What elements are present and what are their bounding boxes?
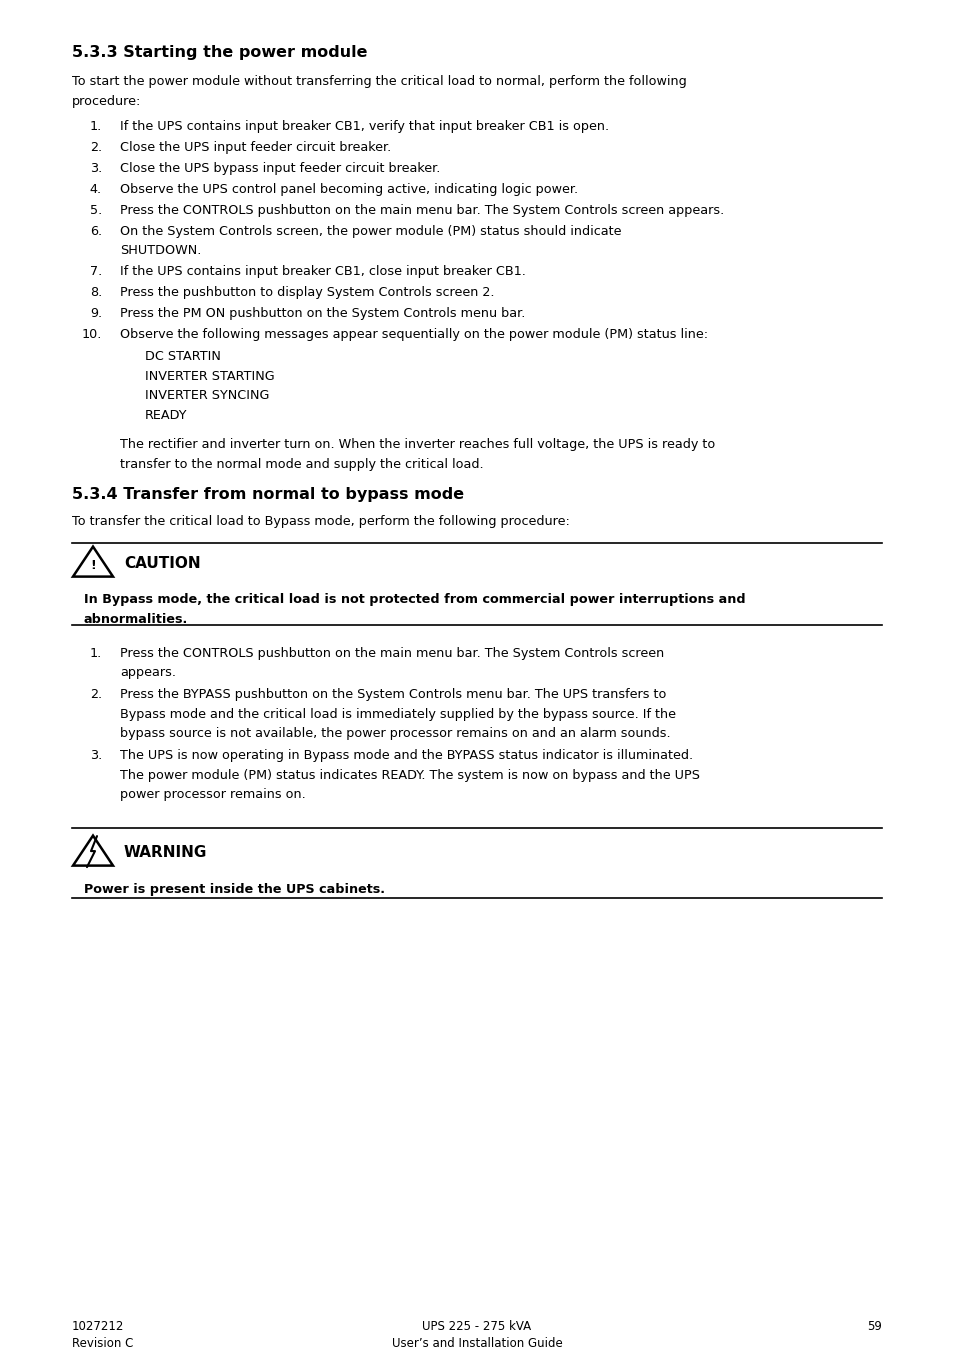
Text: Bypass mode and the critical load is immediately supplied by the bypass source. : Bypass mode and the critical load is imm…	[120, 707, 676, 721]
Text: CAUTION: CAUTION	[124, 556, 200, 571]
Text: Press the PM ON pushbutton on the System Controls menu bar.: Press the PM ON pushbutton on the System…	[120, 308, 525, 320]
Text: 2.: 2.	[90, 688, 102, 701]
Text: Press the BYPASS pushbutton on the System Controls menu bar. The UPS transfers t: Press the BYPASS pushbutton on the Syste…	[120, 688, 666, 701]
Text: On the System Controls screen, the power module (PM) status should indicate: On the System Controls screen, the power…	[120, 225, 620, 238]
Text: appears.: appears.	[120, 666, 175, 679]
Text: To transfer the critical load to Bypass mode, perform the following procedure:: To transfer the critical load to Bypass …	[71, 516, 569, 528]
Text: bypass source is not available, the power processor remains on and an alarm soun: bypass source is not available, the powe…	[120, 728, 670, 740]
Text: 6.: 6.	[90, 225, 102, 238]
Text: 9.: 9.	[90, 308, 102, 320]
Text: The rectifier and inverter turn on. When the inverter reaches full voltage, the : The rectifier and inverter turn on. When…	[120, 439, 715, 451]
Text: 8.: 8.	[90, 286, 102, 300]
Text: Press the pushbutton to display System Controls screen 2.: Press the pushbutton to display System C…	[120, 286, 494, 300]
Text: 1.: 1.	[90, 647, 102, 660]
Text: procedure:: procedure:	[71, 95, 141, 108]
Text: Revision C: Revision C	[71, 1336, 133, 1350]
Text: 3.: 3.	[90, 749, 102, 763]
Text: Observe the UPS control panel becoming active, indicating logic power.: Observe the UPS control panel becoming a…	[120, 182, 578, 196]
Text: transfer to the normal mode and supply the critical load.: transfer to the normal mode and supply t…	[120, 458, 483, 471]
Text: Press the CONTROLS pushbutton on the main menu bar. The System Controls screen a: Press the CONTROLS pushbutton on the mai…	[120, 204, 723, 217]
Text: 4.: 4.	[90, 182, 102, 196]
Text: 1.: 1.	[90, 120, 102, 132]
Text: 3.: 3.	[90, 162, 102, 176]
Text: 5.: 5.	[90, 204, 102, 217]
Text: SHUTDOWN.: SHUTDOWN.	[120, 244, 201, 258]
Text: 2.: 2.	[90, 140, 102, 154]
Text: Close the UPS input feeder circuit breaker.: Close the UPS input feeder circuit break…	[120, 140, 391, 154]
Text: WARNING: WARNING	[124, 845, 207, 860]
Text: If the UPS contains input breaker CB1, verify that input breaker CB1 is open.: If the UPS contains input breaker CB1, v…	[120, 120, 608, 132]
Text: To start the power module without transferring the critical load to normal, perf: To start the power module without transf…	[71, 76, 686, 88]
Text: DC STARTIN: DC STARTIN	[145, 351, 221, 363]
Text: 5.3.4 Transfer from normal to bypass mode: 5.3.4 Transfer from normal to bypass mod…	[71, 487, 464, 502]
Text: Close the UPS bypass input feeder circuit breaker.: Close the UPS bypass input feeder circui…	[120, 162, 440, 176]
Text: power processor remains on.: power processor remains on.	[120, 788, 305, 801]
Text: INVERTER SYNCING: INVERTER SYNCING	[145, 389, 269, 402]
Text: !: !	[90, 559, 95, 571]
Text: INVERTER STARTING: INVERTER STARTING	[145, 370, 274, 383]
Text: In Bypass mode, the critical load is not protected from commercial power interru: In Bypass mode, the critical load is not…	[84, 593, 745, 606]
Text: If the UPS contains input breaker CB1, close input breaker CB1.: If the UPS contains input breaker CB1, c…	[120, 266, 525, 278]
Text: Press the CONTROLS pushbutton on the main menu bar. The System Controls screen: Press the CONTROLS pushbutton on the mai…	[120, 647, 663, 660]
Text: The power module (PM) status indicates READY. The system is now on bypass and th: The power module (PM) status indicates R…	[120, 768, 700, 782]
Text: 5.3.3 Starting the power module: 5.3.3 Starting the power module	[71, 45, 367, 59]
Text: Power is present inside the UPS cabinets.: Power is present inside the UPS cabinets…	[84, 883, 385, 896]
Text: 1027212: 1027212	[71, 1320, 124, 1332]
Text: UPS 225 - 275 kVA: UPS 225 - 275 kVA	[422, 1320, 531, 1332]
Text: User’s and Installation Guide: User’s and Installation Guide	[392, 1336, 561, 1350]
Text: abnormalities.: abnormalities.	[84, 613, 188, 625]
Text: 7.: 7.	[90, 266, 102, 278]
Text: The UPS is now operating in Bypass mode and the BYPASS status indicator is illum: The UPS is now operating in Bypass mode …	[120, 749, 693, 763]
Text: Observe the following messages appear sequentially on the power module (PM) stat: Observe the following messages appear se…	[120, 328, 707, 342]
Text: 59: 59	[866, 1320, 882, 1332]
Text: 10.: 10.	[82, 328, 102, 342]
Text: READY: READY	[145, 409, 188, 421]
